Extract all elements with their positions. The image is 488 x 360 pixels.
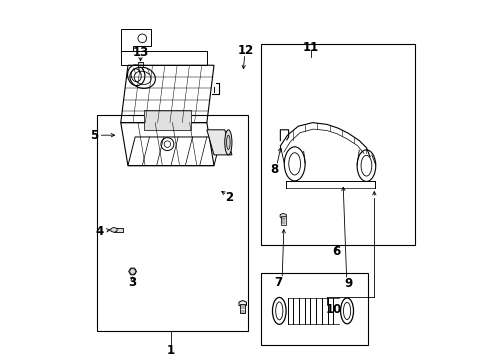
Text: 11: 11 bbox=[302, 41, 318, 54]
Text: 1: 1 bbox=[166, 344, 175, 357]
Bar bbox=[260, 44, 414, 244]
Polygon shape bbox=[280, 213, 286, 219]
Bar bbox=[113, 228, 122, 232]
Bar bbox=[240, 304, 244, 314]
Text: 3: 3 bbox=[128, 276, 137, 289]
Text: 6: 6 bbox=[331, 245, 339, 258]
Text: 13: 13 bbox=[132, 46, 148, 59]
Bar bbox=[144, 110, 190, 130]
Polygon shape bbox=[128, 268, 136, 275]
Bar bbox=[137, 62, 143, 67]
Polygon shape bbox=[111, 227, 117, 232]
Ellipse shape bbox=[224, 130, 231, 155]
Polygon shape bbox=[239, 301, 246, 307]
Bar bbox=[280, 216, 285, 225]
Text: 5: 5 bbox=[90, 129, 98, 142]
Text: 2: 2 bbox=[225, 192, 233, 204]
Text: 12: 12 bbox=[238, 44, 254, 57]
Text: 4: 4 bbox=[95, 225, 103, 238]
Ellipse shape bbox=[226, 135, 230, 149]
Polygon shape bbox=[206, 130, 231, 155]
Text: 9: 9 bbox=[344, 278, 352, 291]
Text: 8: 8 bbox=[269, 163, 278, 176]
Text: 7: 7 bbox=[274, 276, 282, 289]
Bar bbox=[260, 273, 367, 345]
Text: 10: 10 bbox=[325, 303, 342, 316]
Bar bbox=[97, 116, 247, 330]
